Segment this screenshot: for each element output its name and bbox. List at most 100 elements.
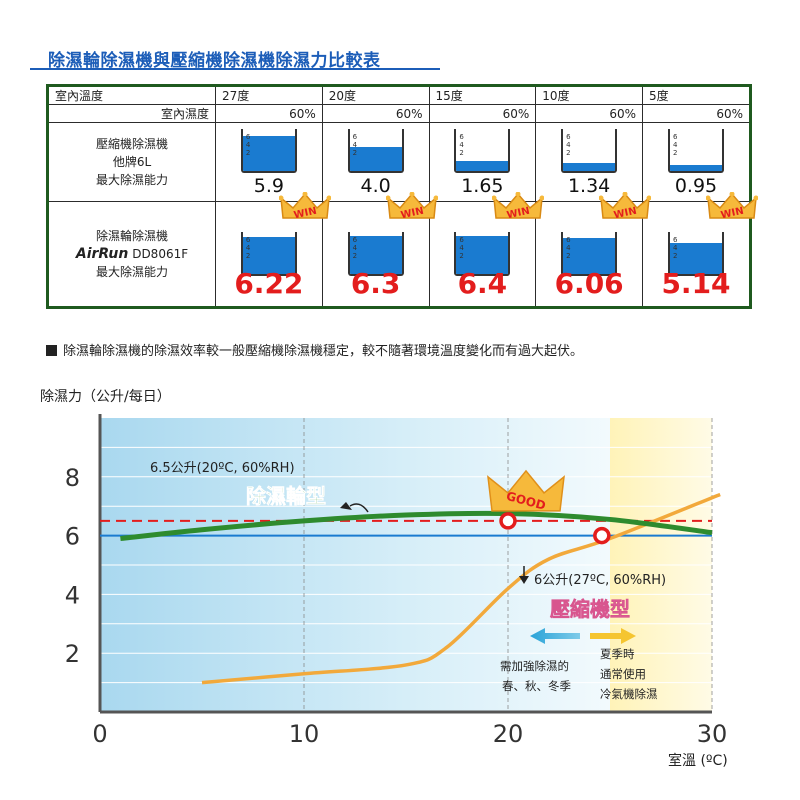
footnote-text: 除濕輪除濕機的除濕效率較一般壓縮機除濕機穩定，較不隨著環境溫度變化而有過大起伏。 bbox=[63, 344, 584, 359]
row-label-line: 最大除濕能力 bbox=[95, 173, 168, 187]
beaker-tick-label: 6 bbox=[245, 133, 251, 141]
beaker-fill bbox=[670, 243, 722, 274]
desiccant-value-cell: 6 4 2 WIN 6.4 bbox=[428, 192, 545, 308]
beaker-tick-label: 6 bbox=[245, 236, 251, 244]
beaker-tick-label: 6 bbox=[459, 133, 464, 141]
beaker-fill bbox=[563, 237, 616, 274]
beaker-tick-label: 4 bbox=[673, 141, 678, 149]
win-badge-text: WIN bbox=[506, 206, 531, 222]
row-label-line: 最大除濕能力 bbox=[95, 265, 168, 279]
beaker-tick-label: 2 bbox=[673, 252, 678, 260]
compressor-capacity-value: 1.65 bbox=[461, 175, 504, 197]
beaker-tick-label: 4 bbox=[459, 244, 464, 252]
beaker-tick-label: 6 bbox=[352, 133, 358, 141]
good-crown-icon bbox=[487, 469, 565, 512]
row-label-line: 壓縮機除濕機 bbox=[95, 137, 168, 151]
beaker-tick-label: 2 bbox=[566, 252, 571, 260]
desiccant-point-label: 6.5公升(20ºC, 60%RH) bbox=[150, 461, 295, 476]
beaker-tick-label: 2 bbox=[352, 252, 358, 260]
comparison-table: 室內溫度 27度 20度 15度 10度 5度 室內濕度 60% 60% 60%… bbox=[46, 84, 758, 309]
series-line-desiccant bbox=[120, 510, 713, 542]
desiccant-capacity-value: 6.06 bbox=[554, 267, 624, 300]
beaker-tick-label: 4 bbox=[566, 141, 571, 149]
desiccant-row-label: 除濕輪除濕機 AirRun DD8061F 最大除濕能力 bbox=[47, 201, 216, 308]
beaker-tick-label: 4 bbox=[673, 244, 678, 252]
beaker-tick-label: 2 bbox=[245, 149, 251, 157]
win-badge-text: WIN bbox=[613, 206, 638, 222]
y-tick-label: 4 bbox=[65, 581, 80, 609]
bullet-square-icon bbox=[46, 345, 57, 356]
compressor-capacity-value: 5.9 bbox=[253, 175, 284, 197]
win-badge-text: WIN bbox=[399, 206, 424, 222]
cool-season-note: 春、秋、冬季 bbox=[502, 679, 571, 693]
brand-name: AirRun bbox=[75, 246, 129, 262]
beaker-tick-label: 6 bbox=[673, 133, 678, 141]
win-badge-text: WIN bbox=[720, 206, 745, 222]
curved-arrow-icon bbox=[349, 503, 369, 513]
desiccant-value-cell: 6 4 2 WIN 6.3 bbox=[321, 192, 438, 308]
beaker-tick-label: 4 bbox=[352, 141, 358, 149]
arrow-head-icon bbox=[340, 502, 352, 510]
beaker-tick-label: 2 bbox=[673, 149, 678, 157]
compressor-point-label: 6公升(27ºC, 60%RH) bbox=[534, 573, 666, 588]
beaker-tick-label: 6 bbox=[566, 236, 571, 244]
beaker-tick-label: 2 bbox=[459, 252, 464, 260]
data-point-marker bbox=[499, 512, 517, 530]
table-row: 室內濕度 60% 60% 60% 60% 60% bbox=[47, 104, 751, 123]
beaker-tick-label: 2 bbox=[459, 149, 464, 157]
compressor-value-cell: 6 4 2 5.9 bbox=[215, 122, 323, 202]
beaker-tick-label: 6 bbox=[566, 133, 571, 141]
compressor-value-cell: 6 4 2 1.65 bbox=[428, 122, 537, 202]
cool-season-note: 需加強除濕的 bbox=[500, 659, 569, 673]
beaker-tick-label: 4 bbox=[459, 141, 464, 149]
row-label-line: 除濕輪除濕機 bbox=[95, 229, 168, 243]
win-badge-text: WIN bbox=[293, 206, 318, 222]
compressor-capacity-value: 0.95 bbox=[674, 175, 718, 197]
desiccant-value-cell: 6 4 2 WIN 5.14 bbox=[642, 192, 758, 308]
x-axis-title: 室溫 (ºC) bbox=[668, 753, 728, 769]
x-tick-label: 20 bbox=[493, 720, 524, 748]
down-arrow-icon bbox=[519, 576, 529, 584]
beaker-tick-label: 4 bbox=[245, 244, 251, 252]
right-arrow-icon bbox=[590, 628, 636, 644]
desiccant-capacity-value: 5.14 bbox=[661, 267, 731, 300]
desiccant-capacity-value: 6.4 bbox=[457, 267, 508, 300]
row-label-line: 他牌6L bbox=[112, 155, 152, 169]
page-title: 除濕輪除濕機與壓縮機除濕機除濕力比較表 bbox=[48, 51, 381, 71]
win-crown-icon: WIN bbox=[706, 192, 758, 222]
data-point-marker bbox=[593, 526, 611, 545]
humid-cell: 60% bbox=[321, 104, 430, 123]
beaker-tick-label: 6 bbox=[352, 236, 358, 244]
beaker-fill bbox=[670, 165, 722, 171]
x-tick-label: 0 bbox=[92, 720, 107, 748]
model-number: DD8061F bbox=[132, 247, 189, 261]
desiccant-value-cell: 6 4 2 WIN 6.06 bbox=[535, 192, 652, 308]
beaker-fill bbox=[456, 161, 509, 171]
beaker-tick-label: 4 bbox=[566, 244, 571, 252]
footnote: 除濕輪除濕機的除濕效率較一般壓縮機除濕機穩定，較不隨著環境溫度變化而有過大起伏。 bbox=[46, 340, 583, 359]
compressor-value-cell: 6 4 2 0.95 bbox=[642, 122, 751, 202]
compressor-series-label: 壓縮機型 bbox=[550, 597, 630, 621]
beaker-fill bbox=[242, 135, 295, 171]
beaker-fill bbox=[242, 236, 295, 274]
x-tick-label: 30 bbox=[697, 720, 728, 748]
beaker-tick-label: 2 bbox=[566, 149, 571, 157]
y-axis-title: 除濕力（公升/每日） bbox=[40, 389, 171, 405]
